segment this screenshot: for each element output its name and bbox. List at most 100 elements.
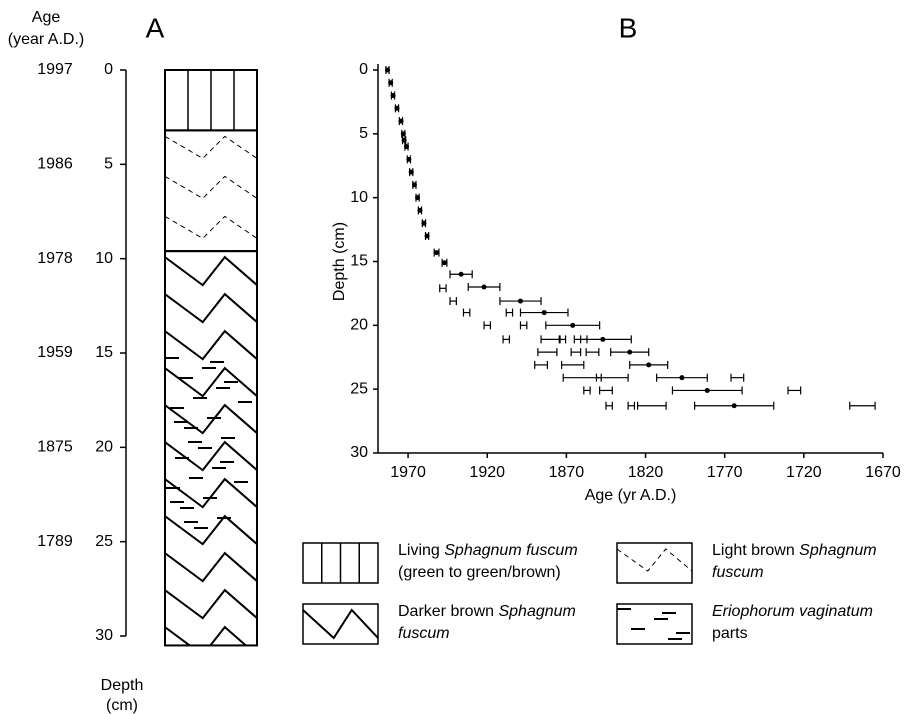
pattern <box>321 543 360 583</box>
pattern-zigzag <box>165 403 257 435</box>
data-point <box>541 310 547 316</box>
y-tick-label: 20 <box>95 439 113 456</box>
x-tick-label: 1770 <box>707 464 743 481</box>
y-tick-label: 15 <box>350 253 368 270</box>
pattern-zigzag <box>165 215 257 239</box>
data-point <box>390 93 396 99</box>
legend-text: Sphagnum <box>799 542 876 559</box>
pattern-zigzag <box>303 608 378 640</box>
legend-label: Darker brown Sphagnum <box>398 603 576 620</box>
x-tick-label: 1970 <box>390 464 426 481</box>
legend-text: parts <box>712 625 748 642</box>
legend-label: Light brown Sphagnum <box>712 542 877 559</box>
data-point <box>401 137 407 143</box>
data-point <box>434 250 440 256</box>
legend-label: Living Sphagnum fuscum <box>398 542 578 559</box>
depth-label: (cm) <box>106 697 138 714</box>
data-point <box>704 387 710 393</box>
legend-text: Sphagnum <box>498 603 575 620</box>
data-point <box>458 271 464 277</box>
error-bar <box>540 335 561 344</box>
x-tick-label: 1670 <box>865 464 901 481</box>
data-point <box>600 336 606 342</box>
x-axis-label: Age (yr A.D.) <box>585 487 677 504</box>
data-point <box>394 105 400 111</box>
y-tick-label: 5 <box>359 125 368 142</box>
data-point <box>384 67 390 73</box>
data-point <box>406 156 412 162</box>
error-bar <box>730 373 745 382</box>
age-tick-label: 1997 <box>37 61 73 78</box>
pattern-zigzag <box>165 625 248 646</box>
legend-text: fuscum <box>398 625 450 642</box>
legend-text: Living <box>398 542 444 559</box>
legend-label: (green to green/brown) <box>398 564 561 581</box>
pattern-zigzag <box>165 440 257 472</box>
pattern-zigzag <box>165 477 257 509</box>
age-tick-label: 1959 <box>37 344 73 361</box>
data-point <box>408 169 414 175</box>
error-bar <box>595 373 629 382</box>
pattern-zigzag <box>165 255 257 287</box>
legend-text: fuscum <box>712 564 764 581</box>
pattern-zigzag <box>165 514 257 546</box>
error-bar <box>570 348 582 357</box>
pattern <box>165 357 252 529</box>
data-point <box>411 182 417 188</box>
legend-label: fuscum <box>398 625 450 642</box>
age-tick-label: 1875 <box>37 439 73 456</box>
y-tick-label: 20 <box>350 317 368 334</box>
error-bar <box>849 401 876 410</box>
legend-label: parts <box>712 625 748 642</box>
data-point <box>481 284 487 290</box>
error-bar <box>449 297 457 306</box>
data-point <box>403 144 409 150</box>
data-point <box>731 403 737 409</box>
layer <box>164 129 258 253</box>
error-bar <box>561 360 585 369</box>
data-point <box>398 118 404 124</box>
data-point <box>424 233 430 239</box>
pattern-zigzag <box>165 366 257 398</box>
error-bar <box>580 335 588 344</box>
error-bar <box>519 321 528 330</box>
y-tick-label: 5 <box>104 156 113 173</box>
pattern <box>617 548 692 572</box>
legend-swatch <box>302 542 379 584</box>
error-bar <box>585 348 600 357</box>
age-label: (year A.D.) <box>8 31 84 48</box>
layer <box>164 69 258 132</box>
data-point <box>570 322 576 328</box>
pattern <box>303 608 378 640</box>
legend-swatch <box>302 603 379 645</box>
y-tick-label: 25 <box>95 533 113 550</box>
legend-text: Sphagnum fuscum <box>444 542 577 559</box>
pattern-zigzag <box>165 329 257 361</box>
x-tick-label: 1720 <box>786 464 822 481</box>
data-point <box>627 349 633 355</box>
x-tick-label: 1870 <box>549 464 585 481</box>
data-point <box>441 260 447 266</box>
legend-swatch <box>616 542 693 584</box>
error-bar <box>462 308 471 317</box>
pattern <box>165 255 257 646</box>
legend-text: Eriophorum vaginatum <box>712 603 873 620</box>
y-tick-label: 15 <box>95 344 113 361</box>
x-tick-label: 1920 <box>469 464 505 481</box>
error-bar <box>599 386 613 395</box>
pattern <box>165 135 257 239</box>
y-tick-label: 30 <box>95 627 113 644</box>
data-point <box>400 131 406 137</box>
pattern-zigzag <box>165 292 257 324</box>
legend-entry: Eriophorum vaginatum parts <box>616 603 873 645</box>
pattern-zigzag <box>617 548 692 572</box>
panel-title: B <box>619 12 638 43</box>
pattern-zigzag <box>165 551 257 583</box>
error-bar <box>605 401 613 410</box>
data-point <box>646 362 652 368</box>
legend-text: (green to green/brown) <box>398 564 561 581</box>
age-tick-label: 1978 <box>37 250 73 267</box>
legend-entry: Living Sphagnum fuscum (green to green/br… <box>302 542 578 584</box>
error-bar <box>558 335 567 344</box>
